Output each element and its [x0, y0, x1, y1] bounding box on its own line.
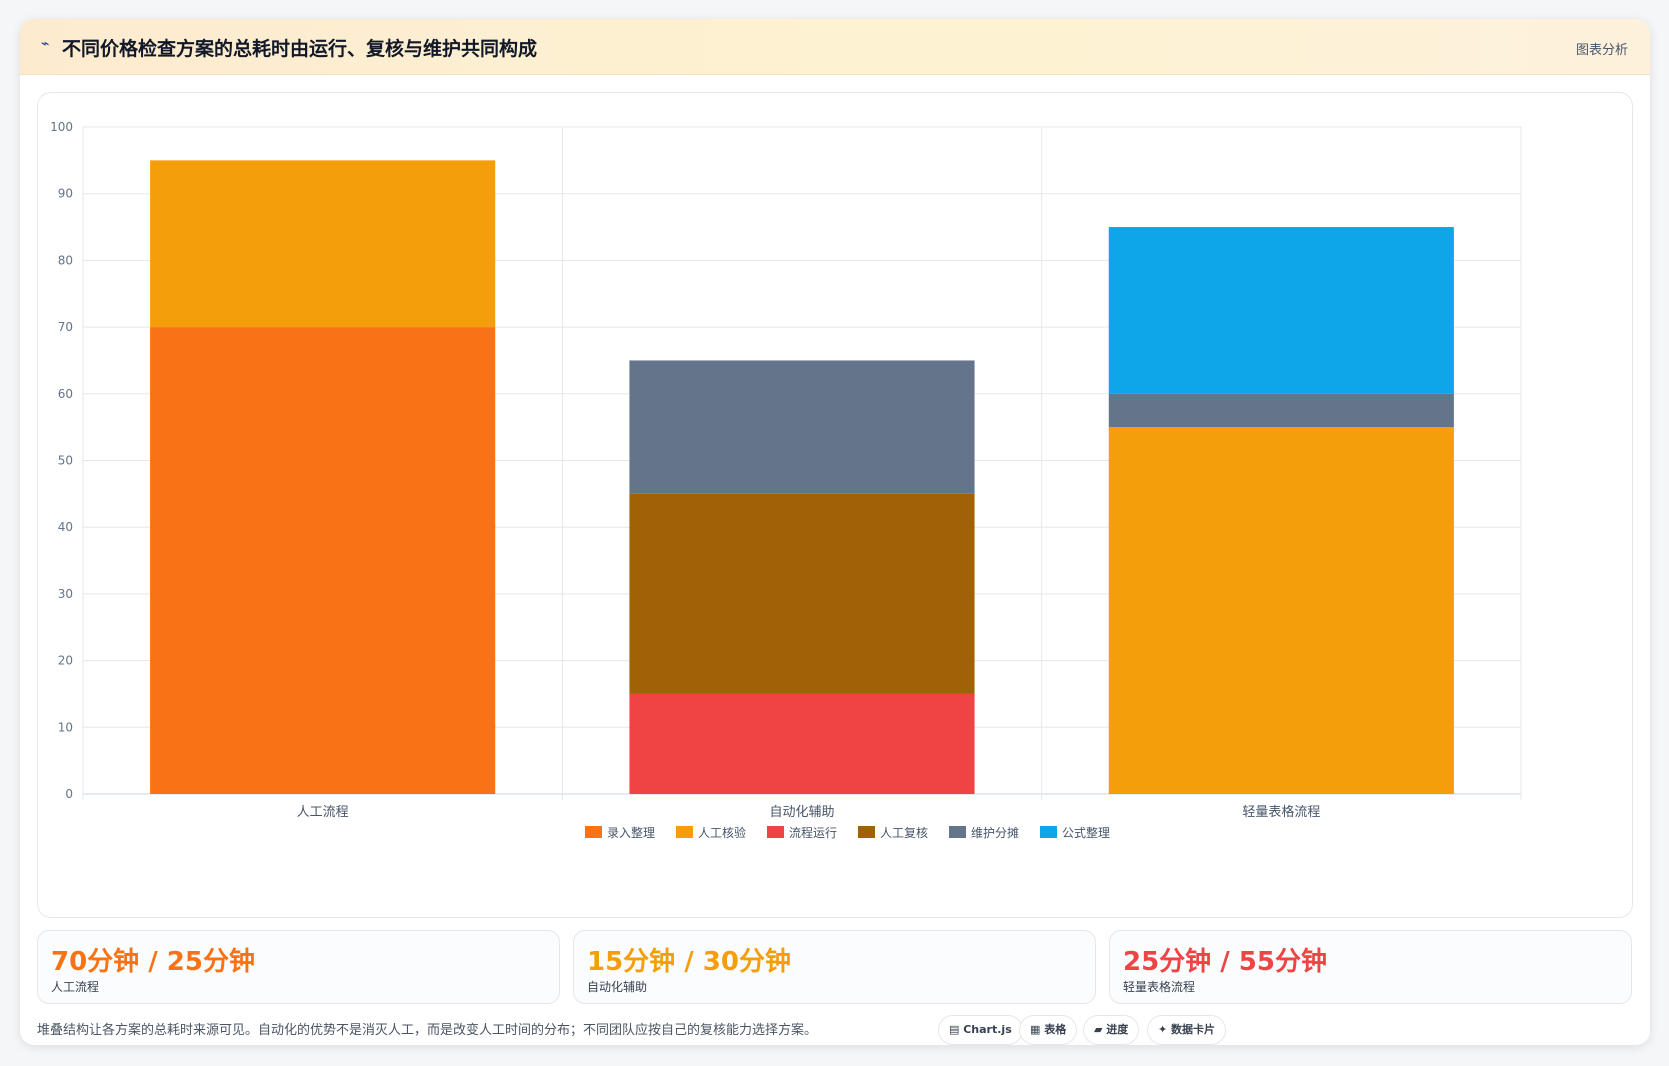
legend-swatch	[676, 826, 693, 838]
legend-label: 维护分摊	[971, 826, 1019, 840]
stat-card-spreadsheet: 25分钟 / 55分钟 轻量表格流程	[1109, 930, 1632, 1004]
legend-label: 公式整理	[1062, 825, 1110, 840]
legend-swatch	[767, 826, 784, 838]
bar-segment	[1108, 427, 1454, 794]
x-tick-label: 人工流程	[297, 805, 349, 820]
chart-title: 不同价格检查方案的总耗时由运行、复核与维护共同构成	[62, 38, 538, 60]
chip-progress[interactable]: ▰ 进度	[1083, 1015, 1140, 1045]
chart-tag: 图表分析	[1575, 43, 1628, 58]
chart-container: 0 10 20 30 40 50 60 70 80 90 100 人工流程 自动化辅助 轻量表格流程录入整…	[37, 92, 1633, 918]
stat-label: 自动化辅助	[587, 980, 648, 994]
y-tick-label: 50	[58, 454, 73, 468]
y-tick-label: 60	[58, 387, 73, 401]
legend-swatch	[949, 826, 966, 838]
card-header: ⌁ 不同价格检查方案的总耗时由运行、复核与维护共同构成 图表分析	[20, 19, 1650, 75]
legend-label: 人工核验	[698, 825, 746, 840]
y-tick-label: 20	[58, 654, 73, 668]
chip-chartjs[interactable]: ▤ Chart.js	[938, 1015, 1023, 1045]
chart-line-icon: ⌁	[41, 36, 50, 52]
y-tick-label: 10	[58, 720, 73, 734]
bar-segment	[629, 693, 975, 794]
bar-segment	[1108, 227, 1454, 394]
y-tick-label: 70	[58, 320, 73, 334]
stat-label: 人工流程	[51, 980, 100, 994]
stat-card-automation: 15分钟 / 30分钟 自动化辅助	[573, 930, 1096, 1004]
legend-label: 人工复核	[880, 826, 928, 840]
x-tick-label: 自动化辅助	[769, 805, 834, 820]
y-tick-label: 30	[58, 587, 73, 601]
chip-label: Chart.js	[963, 1023, 1012, 1036]
chip-label: 表格	[1044, 1023, 1067, 1036]
legend-label: 录入整理	[607, 825, 655, 840]
stat-card-manual: 70分钟 / 25分钟 人工流程	[37, 930, 560, 1004]
stat-value: 25分钟 / 55分钟	[1123, 947, 1327, 977]
stat-label: 轻量表格流程	[1123, 980, 1196, 994]
chip-data-cards[interactable]: ✦ 数据卡片	[1147, 1015, 1227, 1045]
y-tick-label: 40	[58, 520, 73, 534]
legend-swatch	[585, 826, 602, 838]
stat-value: 15分钟 / 30分钟	[587, 947, 791, 977]
bar-segment	[629, 493, 975, 694]
bar-segment	[1108, 393, 1454, 428]
y-tick-label: 80	[58, 253, 73, 267]
legend-swatch	[1040, 826, 1057, 838]
chip-label: 数据卡片	[1171, 1023, 1216, 1036]
stacked-bar-chart: 0 10 20 30 40 50 60 70 80 90 100 人工流程 自动化辅助 轻量表格流程录入整…	[50, 120, 1522, 840]
bar-segment	[150, 327, 496, 794]
bar-segment	[629, 360, 975, 494]
legend-label: 流程运行	[789, 825, 837, 840]
legend-swatch	[858, 826, 875, 838]
y-tick-label: 90	[58, 187, 73, 201]
x-tick-label: 轻量表格流程	[1242, 804, 1320, 820]
y-tick-label: 0	[65, 787, 73, 801]
y-tick-label: 100	[50, 120, 73, 134]
chip-table[interactable]: ▦ 表格	[1019, 1015, 1078, 1045]
footer-note: 堆叠结构让各方案的总耗时来源可见。自动化的优势不是消灭人工，而是改变人工时间的分…	[37, 1023, 818, 1038]
chip-label: 进度	[1106, 1023, 1129, 1036]
stat-value: 70分钟 / 25分钟	[51, 947, 255, 977]
chart-card: ⌁ 不同价格检查方案的总耗时由运行、复核与维护共同构成 图表分析 0 10 20 30…	[20, 19, 1650, 1045]
stat-cards: 70分钟 / 25分钟 人工流程 15分钟 / 30分钟 自动化辅助 25分钟 …	[37, 930, 1632, 1004]
bar-segment	[150, 160, 496, 328]
